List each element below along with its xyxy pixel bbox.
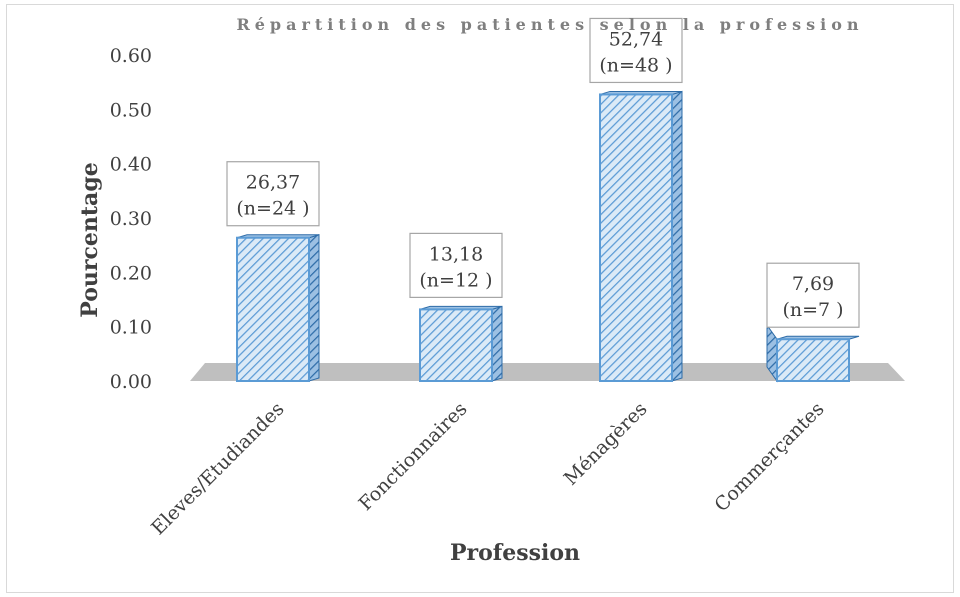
- y-tick-label: 0.30: [110, 208, 152, 230]
- bar-side: [491, 305, 503, 382]
- x-axis-categories: Eleves/Etudiandes Fonctionnaires Ménagères…: [147, 398, 828, 539]
- data-label: 52,74 (n=48 ): [589, 17, 683, 84]
- x-tick-label: Commerçantes: [710, 398, 828, 516]
- bar-front: [419, 308, 493, 383]
- x-tick-label: Ménagères: [560, 398, 652, 490]
- y-tick-label: 0.50: [110, 99, 152, 121]
- data-label-count: (n=24 ): [236, 198, 309, 220]
- data-label-count: (n=48 ): [599, 54, 672, 76]
- data-label-box: [766, 262, 860, 328]
- bar-side: [671, 90, 683, 382]
- data-label-percent: 26,37: [246, 172, 300, 194]
- bar: [419, 305, 503, 383]
- bar: [766, 323, 860, 383]
- data-labels: 26,37 (n=24 ) 13,18 (n=12 ) 52,74 (n=48 ) 7,69…: [226, 17, 860, 328]
- data-label-count: (n=7 ): [782, 299, 843, 321]
- data-label: 7,69 (n=7 ): [766, 262, 860, 328]
- bar-front: [776, 338, 850, 382]
- x-axis-label: Profession: [450, 540, 580, 566]
- chart-floor: [190, 363, 905, 381]
- data-label-percent: 7,69: [792, 273, 834, 295]
- data-label-count: (n=12 ): [419, 269, 492, 291]
- data-label: 13,18 (n=12 ): [409, 232, 503, 298]
- y-axis-label: Pourcentage: [77, 162, 103, 317]
- y-tick-label: 0.40: [110, 154, 152, 176]
- data-label-box: [226, 161, 320, 227]
- data-label-box: [589, 17, 683, 84]
- x-tick-label: Fonctionnaires: [354, 398, 471, 515]
- bar: [599, 90, 683, 382]
- y-tick-label: 0.20: [110, 262, 152, 284]
- bars: [236, 90, 860, 383]
- data-label-percent: 13,18: [429, 243, 483, 265]
- y-tick-label: 0.10: [110, 317, 152, 339]
- data-label-box: [409, 232, 503, 298]
- chart-title: Répartition des patientes selon la profe…: [236, 15, 863, 34]
- data-label-percent: 52,74: [609, 28, 663, 50]
- x-tick-label: Eleves/Etudiandes: [147, 398, 288, 539]
- y-tick-label: 0.60: [110, 45, 152, 67]
- bar-front: [599, 93, 673, 382]
- bar-side: [308, 234, 320, 382]
- data-label: 26,37 (n=24 ): [226, 161, 320, 227]
- chart-frame: [6, 4, 954, 593]
- y-tick-label: 0.00: [110, 371, 152, 393]
- bar: [236, 234, 320, 382]
- y-axis-ticks: 0.00 0.10 0.20 0.30 0.40 0.50 0.60: [110, 45, 152, 393]
- bar-front: [236, 236, 310, 382]
